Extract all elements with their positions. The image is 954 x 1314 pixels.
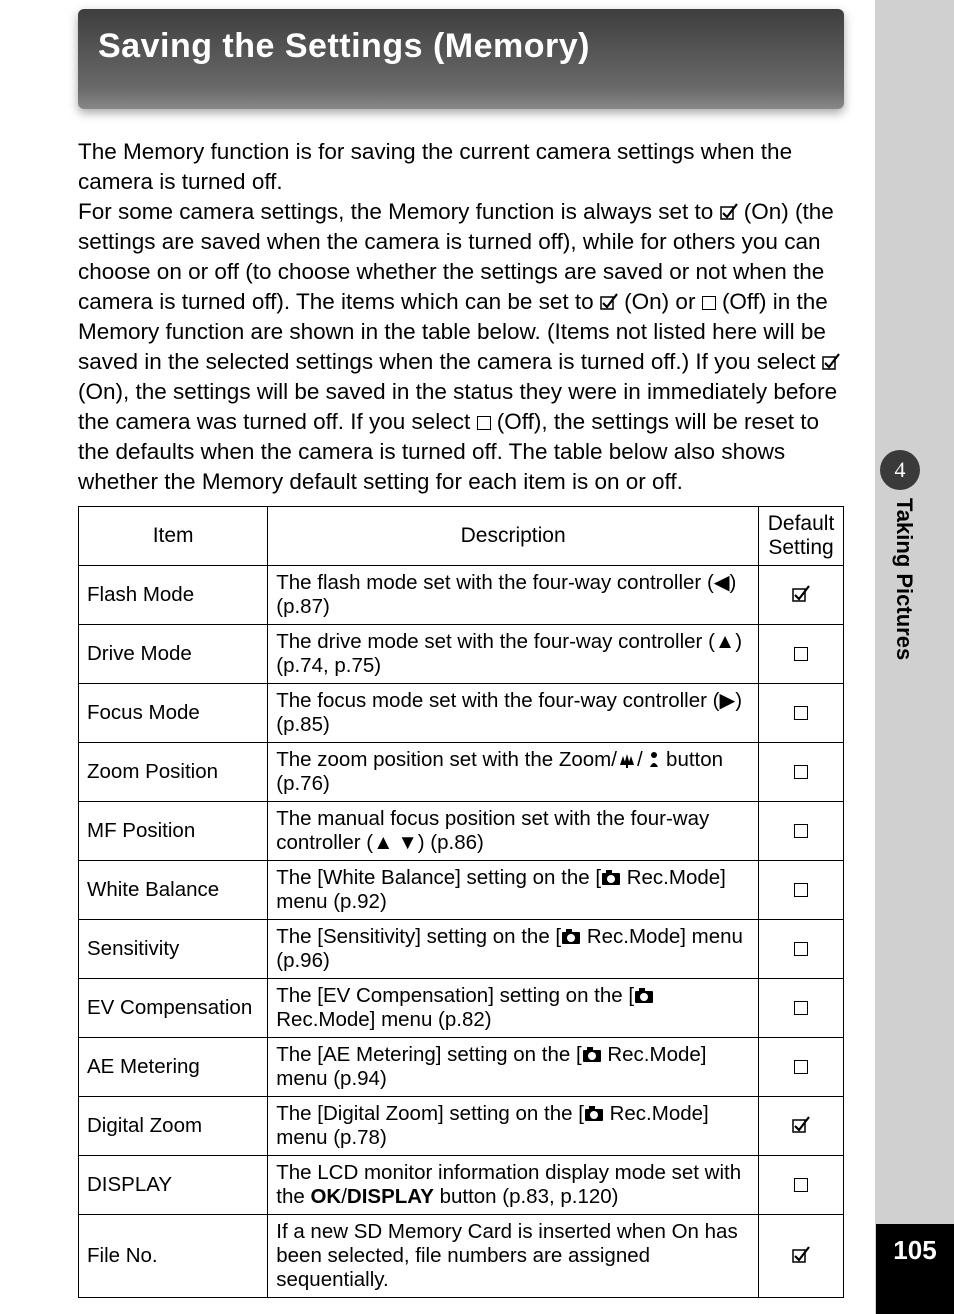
section-title: Saving the Settings (Memory) <box>78 9 844 66</box>
page-number-bar: 105 <box>876 1224 954 1314</box>
chapter-side-tab: 4 Taking Pictures <box>876 450 936 680</box>
description-cell: The [White Balance] setting on the [ Rec… <box>268 861 759 920</box>
description-cell: If a new SD Memory Card is inserted when… <box>268 1215 759 1298</box>
chapter-title-vertical: Taking Pictures <box>891 498 917 660</box>
checkbox-off-icon <box>794 706 808 720</box>
table-row: Drive ModeThe drive mode set with the fo… <box>79 625 844 684</box>
description-cell: The LCD monitor information display mode… <box>268 1156 759 1215</box>
default-cell <box>759 566 844 625</box>
default-cell <box>759 979 844 1038</box>
checkbox-off-icon <box>794 824 808 838</box>
intro-text: (On) or <box>618 289 702 314</box>
item-cell: DISPLAY <box>79 1156 268 1215</box>
table-row: DISPLAYThe LCD monitor information displ… <box>79 1156 844 1215</box>
intro-paragraph: The Memory function is for saving the cu… <box>78 137 844 497</box>
table-row: Digital ZoomThe [Digital Zoom] setting o… <box>79 1097 844 1156</box>
section-title-bar: Saving the Settings (Memory) <box>78 9 844 109</box>
item-cell: Digital Zoom <box>79 1097 268 1156</box>
item-cell: Zoom Position <box>79 743 268 802</box>
item-cell: Flash Mode <box>79 566 268 625</box>
checkbox-off-icon <box>794 942 808 956</box>
table-row: SensitivityThe [Sensitivity] setting on … <box>79 920 844 979</box>
checkbox-off-icon <box>794 647 808 661</box>
checkbox-on-icon <box>822 353 840 371</box>
page-number: 105 <box>876 1224 954 1266</box>
manual-page: Saving the Settings (Memory) The Memory … <box>0 0 875 1314</box>
default-cell <box>759 1038 844 1097</box>
default-cell <box>759 1215 844 1298</box>
default-cell <box>759 684 844 743</box>
table-row: Flash ModeThe flash mode set with the fo… <box>79 566 844 625</box>
default-cell <box>759 920 844 979</box>
item-cell: File No. <box>79 1215 268 1298</box>
checkbox-off-icon <box>794 765 808 779</box>
table-row: EV CompensationThe [EV Compensation] set… <box>79 979 844 1038</box>
checkbox-on-icon <box>600 293 618 311</box>
table-row: AE MeteringThe [AE Metering] setting on … <box>79 1038 844 1097</box>
description-cell: The focus mode set with the four-way con… <box>268 684 759 743</box>
zoom-wide-icon <box>617 751 637 769</box>
camera-icon <box>584 1104 604 1122</box>
item-cell: Drive Mode <box>79 625 268 684</box>
table-row: White BalanceThe [White Balance] setting… <box>79 861 844 920</box>
description-cell: The [Sensitivity] setting on the [ Rec.M… <box>268 920 759 979</box>
col-header-description: Description <box>268 507 759 566</box>
description-cell: The zoom position set with the Zoom// bu… <box>268 743 759 802</box>
checkbox-off-icon <box>794 1178 808 1192</box>
description-cell: The [Digital Zoom] setting on the [ Rec.… <box>268 1097 759 1156</box>
checkbox-off-icon <box>477 416 491 430</box>
description-cell: The manual focus position set with the f… <box>268 802 759 861</box>
item-cell: MF Position <box>79 802 268 861</box>
camera-icon <box>561 927 581 945</box>
chapter-number-badge: 4 <box>880 450 920 490</box>
default-cell <box>759 1097 844 1156</box>
checkbox-off-icon <box>794 1060 808 1074</box>
checkbox-on-icon <box>720 203 738 221</box>
camera-icon <box>582 1045 602 1063</box>
default-cell <box>759 1156 844 1215</box>
description-cell: The drive mode set with the four-way con… <box>268 625 759 684</box>
col-header-item: Item <box>79 507 268 566</box>
description-cell: The [EV Compensation] setting on the [ R… <box>268 979 759 1038</box>
checkbox-on-icon <box>792 1116 810 1134</box>
item-cell: Focus Mode <box>79 684 268 743</box>
default-cell <box>759 861 844 920</box>
checkbox-on-icon <box>792 585 810 603</box>
zoom-tele-icon <box>648 751 660 769</box>
camera-icon <box>601 868 621 886</box>
default-cell <box>759 625 844 684</box>
table-header-row: Item Description Default Setting <box>79 507 844 566</box>
item-cell: Sensitivity <box>79 920 268 979</box>
default-cell <box>759 802 844 861</box>
description-cell: The flash mode set with the four-way con… <box>268 566 759 625</box>
col-header-default: Default Setting <box>759 507 844 566</box>
checkbox-on-icon <box>792 1246 810 1264</box>
memory-settings-table: Item Description Default Setting Flash M… <box>78 506 844 1298</box>
checkbox-off-icon <box>702 296 716 310</box>
table-row: File No.If a new SD Memory Card is inser… <box>79 1215 844 1298</box>
checkbox-off-icon <box>794 883 808 897</box>
default-cell <box>759 743 844 802</box>
item-cell: EV Compensation <box>79 979 268 1038</box>
table-row: MF PositionThe manual focus position set… <box>79 802 844 861</box>
checkbox-off-icon <box>794 1001 808 1015</box>
intro-text: The Memory function is for saving the cu… <box>78 139 792 194</box>
intro-text: For some camera settings, the Memory fun… <box>78 199 720 224</box>
table-row: Zoom PositionThe zoom position set with … <box>79 743 844 802</box>
table-row: Focus ModeThe focus mode set with the fo… <box>79 684 844 743</box>
camera-icon <box>634 986 654 1004</box>
item-cell: AE Metering <box>79 1038 268 1097</box>
description-cell: The [AE Metering] setting on the [ Rec.M… <box>268 1038 759 1097</box>
item-cell: White Balance <box>79 861 268 920</box>
